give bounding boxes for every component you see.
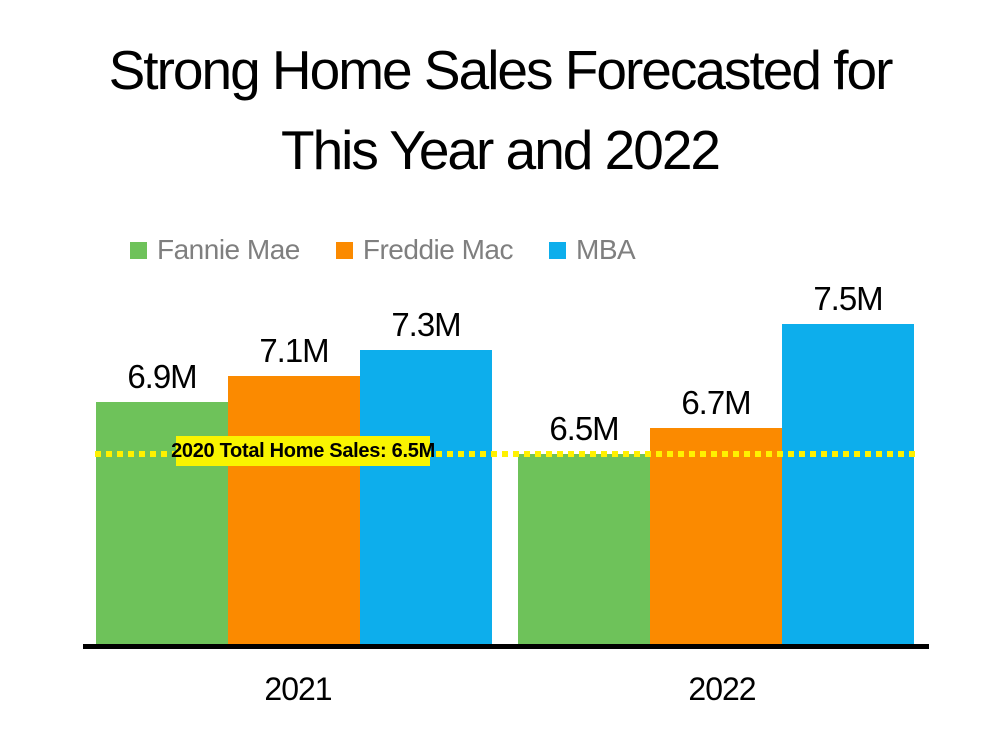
reference-callout: 2020 Total Home Sales: 6.5M bbox=[171, 436, 435, 466]
legend-label-fannie-mae: Fannie Mae bbox=[157, 234, 300, 265]
x-axis-line bbox=[83, 644, 929, 649]
legend-label-mba: MBA bbox=[576, 234, 636, 265]
category-label-2021: 2021 bbox=[264, 671, 332, 707]
reference-line bbox=[95, 451, 917, 457]
bar-value-label-fannie-mae-2021: 6.9M bbox=[127, 358, 197, 395]
legend-label-freddie-mac: Freddie Mac bbox=[362, 234, 514, 265]
category-label-2022: 2022 bbox=[688, 671, 756, 707]
bar-fannie-mae-2022 bbox=[518, 454, 650, 645]
bar-freddie-mac-2021 bbox=[228, 376, 360, 645]
chart-title-line2: This Year and 2022 bbox=[281, 119, 721, 181]
bar-mba-2021 bbox=[360, 350, 492, 645]
legend-item-mba: MBA bbox=[549, 234, 636, 266]
chart-title-line1: Strong Home Sales Forecasted for bbox=[108, 39, 894, 101]
bar-value-label-fannie-mae-2022: 6.5M bbox=[549, 410, 619, 447]
legend-item-freddie-mac: Freddie Mac bbox=[335, 234, 514, 266]
bar-value-label-mba-2022: 7.5M bbox=[813, 280, 883, 317]
legend-swatch-mba bbox=[549, 241, 566, 259]
bar-value-label-freddie-mac-2021: 7.1M bbox=[259, 332, 329, 369]
legend-item-fannie-mae: Fannie Mae bbox=[130, 234, 300, 266]
legend-swatch-fannie-mae bbox=[130, 241, 147, 259]
bar-value-label-freddie-mac-2022: 6.7M bbox=[681, 384, 751, 421]
chart-title: Strong Home Sales Forecasted for This Yea… bbox=[0, 30, 1000, 190]
legend-swatch-freddie-mac bbox=[335, 241, 353, 259]
bar-freddie-mac-2022 bbox=[650, 428, 782, 645]
chart-legend: Fannie Mae Freddie Mac MBA bbox=[130, 234, 671, 266]
bar-mba-2022 bbox=[782, 324, 914, 645]
bar-value-label-mba-2021: 7.3M bbox=[391, 306, 461, 343]
